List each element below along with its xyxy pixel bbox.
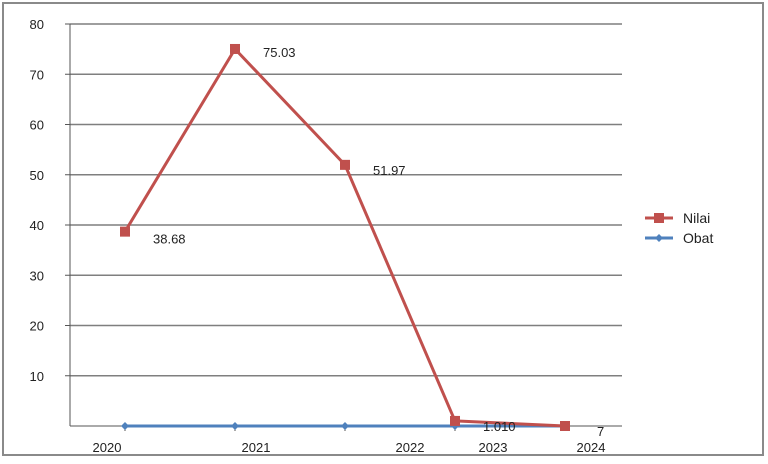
point-nilai-2020 [120,226,130,237]
data-label-nilai-2021: 75.03 [263,45,296,60]
gridlines [70,23,622,377]
data-label-nilai-2023: 1.010 [483,419,516,434]
legend-item-obat: Obat [645,230,713,246]
point-obat-2020 [121,422,129,430]
legend-label-obat: Obat [683,230,713,246]
y-tick-labels: 10 20 30 40 50 60 70 80 [30,17,70,384]
data-labels: 38.68 75.03 51.97 1.010 7 [153,45,604,439]
series-layer [120,43,570,431]
y-tick-label-80: 80 [30,17,44,32]
y-tick-label-70: 70 [30,67,44,82]
y-tick-label-30: 30 [30,268,44,283]
point-nilai-2022 [340,159,350,170]
legend: Nilai Obat [645,210,713,246]
data-label-nilai-2020: 38.68 [153,232,186,247]
data-label-nilai-2022: 51.97 [373,163,406,178]
y-tick-label-20: 20 [30,319,44,334]
legend-marker-nilai [654,213,664,223]
x-tick-label-2022: 2022 [396,440,425,455]
y-tick-label-40: 40 [30,218,44,233]
y-tick-label-10: 10 [30,369,44,384]
legend-label-nilai: Nilai [683,210,710,226]
series-line-nilai [123,47,566,428]
y-tick-label-50: 50 [30,168,44,183]
point-obat-2022 [341,422,349,430]
x-tick-label-2024: 2024 [577,440,606,455]
x-tick-label-2020: 2020 [93,440,122,455]
data-label-nilai-2024: 7 [597,424,604,439]
x-tick-label-2023: 2023 [479,440,508,455]
x-tick-label-2021: 2021 [242,440,271,455]
point-obat-2021 [231,422,239,430]
point-nilai-2023 [450,415,460,426]
legend-marker-obat [655,234,663,242]
legend-item-nilai: Nilai [645,210,710,226]
x-tick-labels: 2020 2021 2022 2023 2024 [93,426,606,455]
point-nilai-2021 [230,43,240,54]
y-tick-label-60: 60 [30,118,44,133]
point-nilai-2024 [560,421,570,431]
